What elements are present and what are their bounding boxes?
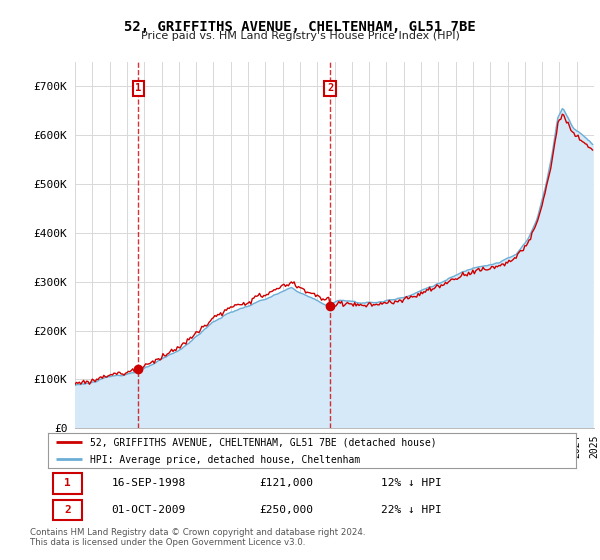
Text: 2: 2 <box>327 83 334 94</box>
Text: 01-OCT-2009: 01-OCT-2009 <box>112 505 185 515</box>
FancyBboxPatch shape <box>53 500 82 520</box>
FancyBboxPatch shape <box>53 473 82 494</box>
Text: Contains HM Land Registry data © Crown copyright and database right 2024.
This d: Contains HM Land Registry data © Crown c… <box>30 528 365 547</box>
Text: 2: 2 <box>64 505 71 515</box>
Text: £250,000: £250,000 <box>259 505 313 515</box>
Text: 1: 1 <box>136 83 142 94</box>
Text: Price paid vs. HM Land Registry's House Price Index (HPI): Price paid vs. HM Land Registry's House … <box>140 31 460 41</box>
Text: 52, GRIFFITHS AVENUE, CHELTENHAM, GL51 7BE (detached house): 52, GRIFFITHS AVENUE, CHELTENHAM, GL51 7… <box>90 437 437 447</box>
Text: 16-SEP-1998: 16-SEP-1998 <box>112 478 185 488</box>
Text: 1: 1 <box>64 478 71 488</box>
Text: 12% ↓ HPI: 12% ↓ HPI <box>380 478 442 488</box>
Text: 22% ↓ HPI: 22% ↓ HPI <box>380 505 442 515</box>
Text: 52, GRIFFITHS AVENUE, CHELTENHAM, GL51 7BE: 52, GRIFFITHS AVENUE, CHELTENHAM, GL51 7… <box>124 20 476 34</box>
Text: £121,000: £121,000 <box>259 478 313 488</box>
Text: HPI: Average price, detached house, Cheltenham: HPI: Average price, detached house, Chel… <box>90 455 361 465</box>
